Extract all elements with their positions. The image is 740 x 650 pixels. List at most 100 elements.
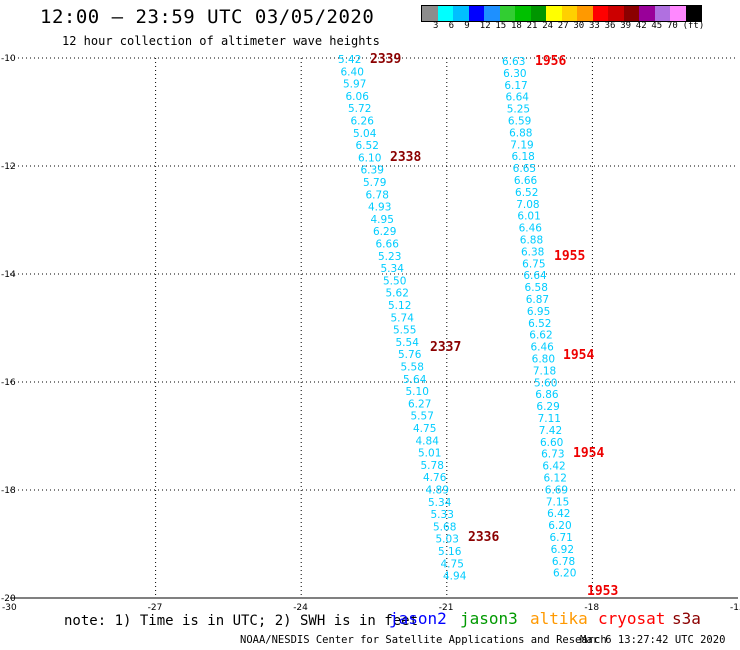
longitude-tick-label: -30 — [2, 603, 17, 613]
legend-item: altika — [530, 609, 588, 628]
wave-height-value: 5.01 — [418, 448, 441, 460]
wave-height-value: 6.88 — [520, 235, 543, 247]
wave-height-value: 7.19 — [510, 139, 533, 151]
wave-height-value: 6.20 — [553, 568, 576, 580]
wave-height-value: 6.69 — [545, 484, 568, 496]
wave-height-value: 7.11 — [538, 413, 561, 425]
wave-height-value: 5.74 — [391, 312, 415, 324]
wave-height-value: 5.03 — [436, 534, 459, 546]
longitude-tick-label: -18 — [584, 603, 599, 613]
colorbar-label: 33 — [589, 21, 600, 31]
footer-timestamp: Mar 6 13:27:42 UTC 2020 — [580, 634, 726, 646]
colorbar-swatch — [484, 6, 500, 21]
wave-height-value: 6.66 — [514, 175, 538, 187]
colorbar-label: 15 — [495, 21, 507, 31]
pass-time-label: 2339 — [370, 52, 401, 67]
colorbar-label: 12 — [479, 21, 491, 31]
latitude-tick-label: -12 — [1, 162, 16, 172]
wave-height-value: 6.88 — [509, 127, 532, 139]
pass-time-label: 2336 — [468, 530, 499, 545]
footer: NOAA/NESDIS Center for Satellite Applica… — [240, 634, 725, 646]
colorbar-swatch — [592, 6, 608, 21]
legend-item: cryosat — [598, 609, 666, 628]
wave-height-value: 5.33 — [431, 509, 454, 521]
colorbar-label: 18 — [511, 21, 522, 31]
wave-height-value: 5.25 — [507, 104, 530, 116]
wave-height-value: 6.26 — [351, 116, 375, 128]
wave-height-value: 6.86 — [535, 389, 559, 401]
wave-height-value: 6.78 — [366, 189, 389, 201]
wave-height-value: 6.20 — [548, 520, 571, 532]
wave-height-value: 6.39 — [361, 165, 384, 177]
pass-time-label: 1955 — [554, 249, 585, 264]
wave-height-value: 6.73 — [541, 449, 564, 461]
colorbar-swatch — [623, 6, 639, 21]
wave-height-value: 5.23 — [378, 251, 401, 263]
colorbar-swatch — [453, 6, 469, 21]
colorbar-label: 30 — [573, 21, 585, 31]
wave-height-value: 5.58 — [401, 362, 424, 374]
wave-height-value: 6.64 — [506, 92, 530, 104]
latitude-tick-label: -18 — [1, 486, 16, 496]
pass-time-label: 2337 — [430, 340, 461, 355]
wave-height-value: 5.54 — [396, 337, 420, 349]
colorbar-swatch — [530, 6, 546, 21]
pass-time-label: 1954 — [573, 446, 604, 461]
colorbar-swatch — [515, 6, 531, 21]
wave-height-value: 5.55 — [393, 325, 416, 337]
wave-height-value: 5.42 — [338, 54, 361, 66]
wave-height-value: 5.04 — [353, 128, 377, 140]
colorbar-label: 39 — [620, 21, 632, 31]
colorbar-swatch — [639, 6, 655, 21]
map-grid — [10, 57, 738, 599]
wave-height-value: 5.10 — [406, 386, 429, 398]
wave-height-value: 6.17 — [504, 80, 527, 92]
wave-height-value: 6.27 — [408, 398, 431, 410]
colorbar-swatch — [468, 6, 484, 21]
colorbar-label: 36 — [604, 21, 616, 31]
wave-height-value: 6.59 — [508, 116, 531, 128]
colorbar-swatch — [561, 6, 577, 21]
wave-height-value: 5.12 — [388, 300, 411, 312]
wave-height-value: 6.66 — [376, 239, 400, 251]
wave-height-value: 6.62 — [529, 330, 552, 342]
colorbar-labels: 3 6 9 12 15 18 21 24 27 30 33 36 39 42 45 70 (ft) — [421, 21, 731, 33]
axis-ticks: -10 -12 -14 -16 -18 -20-30 -27 -24 -21 -18 -15 — [1, 54, 740, 613]
longitude-tick-label: -24 — [293, 603, 308, 613]
colorbar-swatch — [546, 6, 562, 21]
wave-height-value: 7.42 — [539, 425, 562, 437]
wave-height-value: 5.97 — [343, 79, 366, 91]
pass-time-label: 2338 — [390, 150, 421, 165]
wave-height-value: 6.06 — [346, 91, 370, 103]
wave-height-value: 6.52 — [356, 140, 379, 152]
page-subtitle: 12 hour collection of altimeter wave hei… — [62, 34, 380, 48]
colorbar-swatch — [670, 6, 686, 21]
latitude-tick-label: -14 — [1, 270, 16, 280]
wave-height-value: 6.64 — [523, 270, 547, 282]
wave-height-value: 6.71 — [549, 532, 572, 544]
longitude-tick-label: -21 — [439, 603, 454, 613]
wave-height-value: 5.78 — [421, 460, 444, 472]
wave-height-value: 6.01 — [517, 211, 540, 223]
wave-height-value: 5.62 — [386, 288, 409, 300]
wave-height-value: 6.60 — [540, 437, 563, 449]
wave-height-value: 6.46 — [519, 223, 543, 235]
legend-item: s3a — [672, 609, 701, 628]
colorbar-label: 21 — [526, 21, 538, 31]
wave-height-value: 5.64 — [403, 374, 427, 386]
wave-height-value: 5.72 — [348, 103, 371, 115]
wave-height-value: 6.80 — [532, 354, 555, 366]
pass-time-label: 1954 — [563, 348, 594, 363]
latitude-tick-label: -16 — [1, 378, 16, 388]
footer-credit: NOAA/NESDIS Center for Satellite Applica… — [240, 634, 607, 646]
colorbar-label: 3 — [433, 21, 439, 31]
wave-height-value: 6.42 — [547, 508, 570, 520]
colorbar-label: 42 — [635, 21, 647, 31]
wave-height-value: 4.75 — [441, 558, 464, 570]
wave-height-value: 6.46 — [530, 342, 554, 354]
colorbar-label: 70 — [667, 21, 678, 31]
wave-height-value: 4.84 — [416, 435, 440, 447]
wave-height-value: 5.79 — [363, 177, 386, 189]
wave-height-value: 6.29 — [536, 401, 559, 413]
